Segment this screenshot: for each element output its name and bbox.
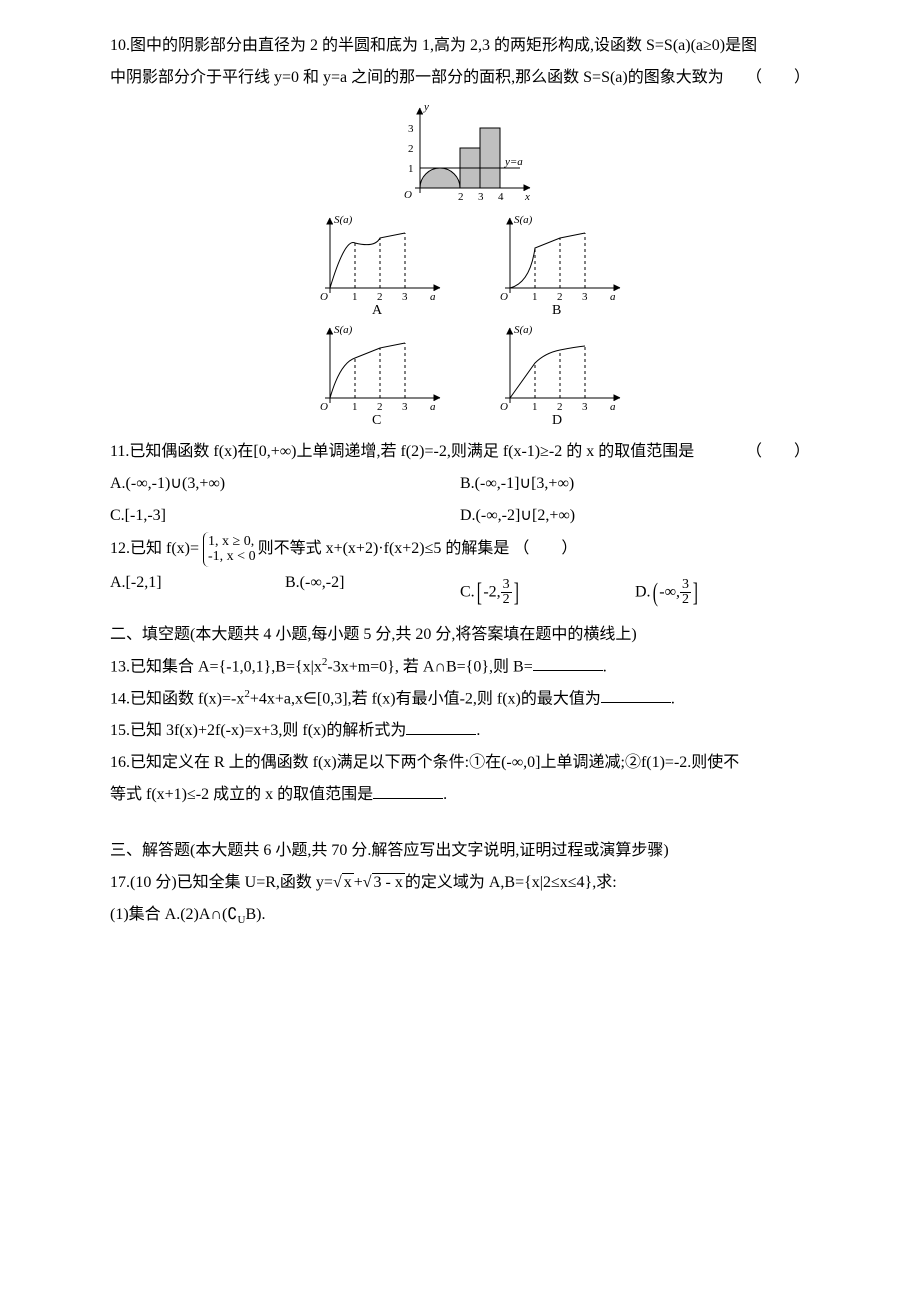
svg-text:a: a <box>610 401 616 413</box>
svg-text:3: 3 <box>582 291 588 303</box>
svg-text:O: O <box>320 291 328 303</box>
q10-figure-main: 2 3 4 1 2 3 O x y y=a <box>380 98 540 208</box>
q11-opt-a: A.(-∞,-1)∪(3,+∞) <box>110 468 460 500</box>
q11-stem: 11.已知偶函数 f(x)在[0,+∞)上单调递增,若 f(2)=-2,则满足 … <box>110 436 810 468</box>
svg-text:3: 3 <box>402 401 408 413</box>
q12-paren: （ ） <box>513 540 577 557</box>
q10-fig-origin: O <box>404 189 412 201</box>
q12-opt-d: D.(-∞,32] <box>635 567 810 619</box>
section-2-title: 二、填空题(本大题共 4 小题,每小题 5 分,共 20 分,将答案填在题中的横… <box>110 619 810 651</box>
q11-stem-text: 11.已知偶函数 f(x)在[0,+∞)上单调递增,若 f(2)=-2,则满足 … <box>110 443 694 460</box>
q12-stem: 12.已知 f(x)=1, x ≥ 0,-1, x < 0则不等式 x+(x+2… <box>110 532 810 567</box>
svg-text:O: O <box>320 401 328 413</box>
q12-options: A.[-2,1] B.(-∞,-2] C.[-2,32] D.(-∞,32] <box>110 567 810 619</box>
right-bracket-icon: ] <box>693 567 698 619</box>
left-paren-icon: ( <box>652 567 657 619</box>
svg-text:B: B <box>552 303 561 318</box>
answer-blank <box>601 686 671 703</box>
q12-piece-top: 1, x ≥ 0, <box>208 534 256 549</box>
svg-text:S(a): S(a) <box>514 324 533 336</box>
sqrt-arg-1: x <box>342 873 354 891</box>
q10-figure: 2 3 4 1 2 3 O x y y=a O 1 2 3 a S(a) A <box>110 98 810 428</box>
svg-text:S(a): S(a) <box>334 324 353 336</box>
q10-fig-yt-1: 1 <box>408 163 414 175</box>
svg-text:2: 2 <box>557 401 563 413</box>
q16-line2: 等式 f(x+1)≤-2 成立的 x 的取值范围是. <box>110 779 810 811</box>
q11-options-row2: C.[-1,-3] D.(-∞,-2]∪[2,+∞) <box>110 500 810 532</box>
q10-panels-row2: O 1 2 3 a S(a) C O 1 2 3 a S(a) D <box>280 318 640 428</box>
svg-text:1: 1 <box>532 401 538 413</box>
q10-fig-xlabel: x <box>524 191 530 203</box>
q12-opt-c: C.[-2,32] <box>460 567 635 619</box>
svg-text:S(a): S(a) <box>514 214 533 226</box>
svg-text:2: 2 <box>377 401 383 413</box>
q17-line2: (1)集合 A.(2)A∩(∁UB). <box>110 899 810 931</box>
q11-paren: （ ） <box>746 436 810 468</box>
q17-line1: 17.(10 分)已知全集 U=R,函数 y=√x+√3 - x的定义域为 A,… <box>110 867 810 899</box>
svg-text:2: 2 <box>557 291 563 303</box>
fraction-icon: 32 <box>501 578 512 607</box>
radical-icon: √ <box>363 874 372 891</box>
q11-opt-b: B.(-∞,-1]∪[3,+∞) <box>460 468 810 500</box>
spacer <box>110 811 810 835</box>
q10-fig-yt-3: 3 <box>408 123 414 135</box>
q10-stem-line1: 10.图中的阴影部分由直径为 2 的半圆和底为 1,高为 2,3 的两矩形构成,… <box>110 30 810 62</box>
q15: 15.已知 3f(x)+2f(-x)=x+3,则 f(x)的解析式为. <box>110 715 810 747</box>
q10-paren: （ ） <box>746 62 810 94</box>
right-bracket-icon: ] <box>513 567 518 619</box>
svg-text:1: 1 <box>352 401 358 413</box>
q14: 14.已知函数 f(x)=-x2+4x+a,x∈[0,3],若 f(x)有最小值… <box>110 683 810 715</box>
svg-text:D: D <box>552 413 562 428</box>
q12-piece-bot: -1, x < 0 <box>208 549 256 564</box>
svg-text:a: a <box>430 401 436 413</box>
svg-text:2: 2 <box>377 291 383 303</box>
q10-fig-line-label: y=a <box>504 156 523 168</box>
svg-text:C: C <box>372 413 381 428</box>
radical-icon: √ <box>333 874 342 891</box>
q10-fig-yt-2: 2 <box>408 143 414 155</box>
q10-panels-row1: O 1 2 3 a S(a) A O 1 2 3 a S(a) B <box>280 208 640 318</box>
q12-opt-b: B.(-∞,-2] <box>285 567 460 619</box>
svg-text:3: 3 <box>402 291 408 303</box>
piecewise-icon: 1, x ≥ 0,-1, x < 0 <box>203 532 256 567</box>
q12-suffix: 则不等式 x+(x+2)·f(x+2)≤5 的解集是 <box>258 540 510 557</box>
q11-opt-d: D.(-∞,-2]∪[2,+∞) <box>460 500 810 532</box>
svg-text:1: 1 <box>352 291 358 303</box>
q10-stem-line2: 中阴影部分介于平行线 y=0 和 y=a 之间的那一部分的面积,那么函数 S=S… <box>110 62 810 94</box>
answer-blank <box>406 718 476 735</box>
q10-fig-xt-2: 2 <box>458 191 464 203</box>
q12-prefix: 12.已知 f(x)= <box>110 540 199 557</box>
q16-line1: 16.已知定义在 R 上的偶函数 f(x)满足以下两个条件:①在(-∞,0]上单… <box>110 747 810 779</box>
q10-fig-xt-3: 3 <box>478 191 484 203</box>
q12-opt-a: A.[-2,1] <box>110 567 285 619</box>
left-bracket-icon: [ <box>476 567 481 619</box>
svg-text:3: 3 <box>582 401 588 413</box>
answer-blank <box>533 654 603 671</box>
q10-fig-xt-4: 4 <box>498 191 504 203</box>
svg-text:1: 1 <box>532 291 538 303</box>
answer-blank <box>373 782 443 799</box>
fraction-icon: 32 <box>680 578 691 607</box>
q11-options-row1: A.(-∞,-1)∪(3,+∞) B.(-∞,-1]∪[3,+∞) <box>110 468 810 500</box>
sqrt-arg-2: 3 - x <box>372 873 405 891</box>
q13: 13.已知集合 A={-1,0,1},B={x|x2-3x+m=0}, 若 A∩… <box>110 651 810 683</box>
svg-text:a: a <box>610 291 616 303</box>
svg-text:S(a): S(a) <box>334 214 353 226</box>
q10-fig-ylabel: y <box>423 101 429 113</box>
svg-text:A: A <box>372 303 383 318</box>
q11-opt-c: C.[-1,-3] <box>110 500 460 532</box>
svg-text:a: a <box>430 291 436 303</box>
q10-stem-line2-text: 中阴影部分介于平行线 y=0 和 y=a 之间的那一部分的面积,那么函数 S=S… <box>110 69 724 86</box>
section-3-title: 三、解答题(本大题共 6 小题,共 70 分.解答应写出文字说明,证明过程或演算… <box>110 835 810 867</box>
svg-text:O: O <box>500 291 508 303</box>
svg-text:O: O <box>500 401 508 413</box>
